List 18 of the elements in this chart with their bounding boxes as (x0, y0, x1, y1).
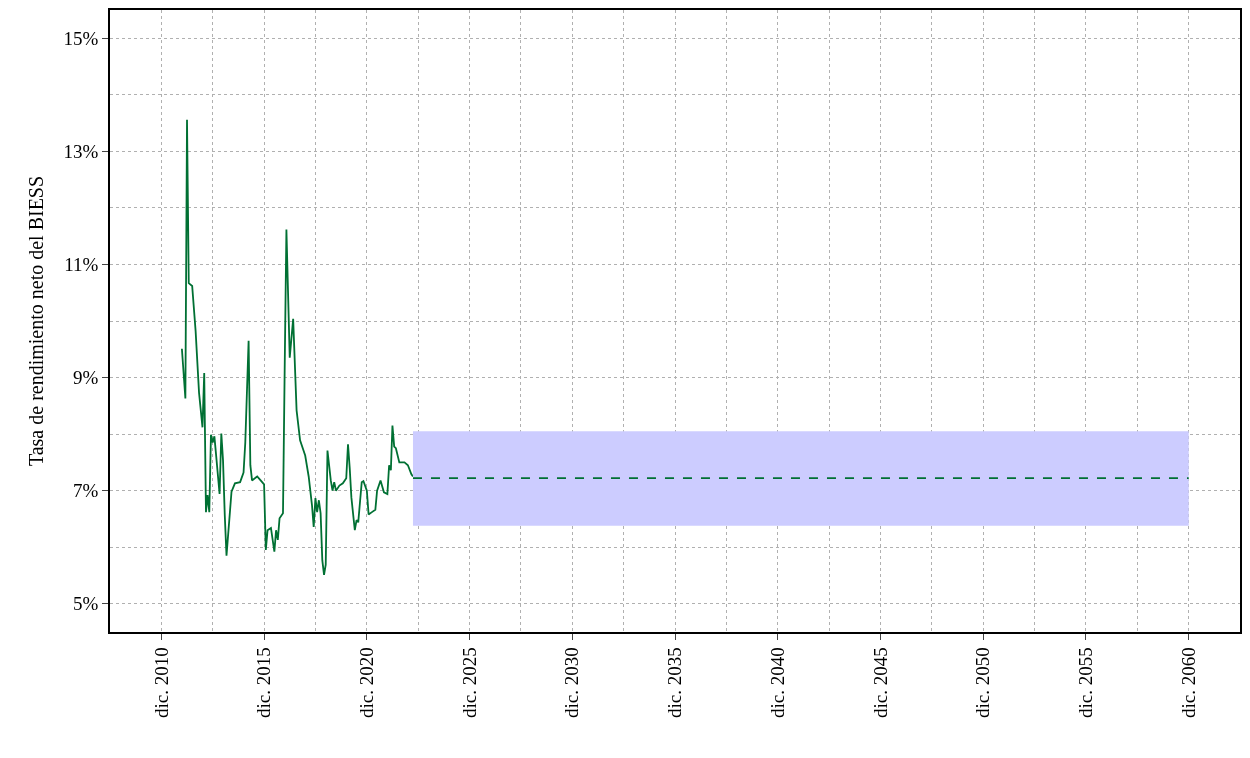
y-tick-label: 9% (73, 367, 99, 389)
y-axis-title: Tasa de rendimiento neto del BIESS (24, 175, 47, 467)
y-tick-label: 13% (63, 141, 99, 163)
x-tick-label: dic. 2015 (253, 647, 275, 719)
y-tick-label: 11% (64, 254, 99, 276)
x-tick-label: dic. 2035 (664, 647, 686, 719)
y-tick-label: 5% (73, 593, 99, 615)
x-tick-label: dic. 2055 (1075, 647, 1097, 719)
x-tick-label: dic. 2010 (150, 647, 172, 719)
y-tick-label: 15% (63, 27, 99, 49)
x-tick-label: dic. 2045 (869, 647, 891, 719)
x-tick-label: dic. 2050 (972, 647, 994, 719)
y-tick-label: 7% (73, 480, 99, 502)
x-tick-label: dic. 2060 (1177, 647, 1199, 719)
x-tick-label: dic. 2025 (458, 647, 480, 719)
x-tick-label: dic. 2020 (356, 647, 378, 719)
x-tick-label: dic. 2030 (561, 647, 583, 719)
x-tick-label: dic. 2040 (766, 647, 788, 719)
